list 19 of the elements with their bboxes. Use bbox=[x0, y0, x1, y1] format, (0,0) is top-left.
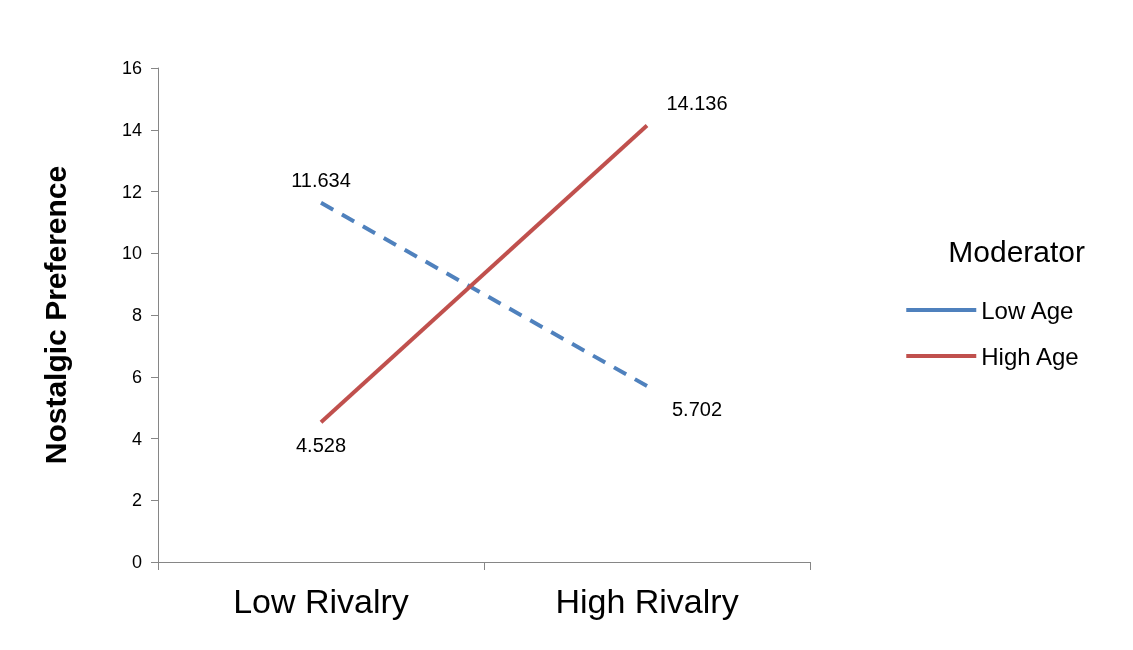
y-tick-label: 10 bbox=[121, 243, 142, 264]
y-tick-label: 0 bbox=[131, 552, 142, 572]
y-tick-label: 8 bbox=[131, 305, 142, 325]
y-axis-title: Nostalgic Preference bbox=[38, 165, 72, 465]
data-label: 4.528 bbox=[295, 434, 347, 457]
y-tick-label: 2 bbox=[131, 490, 142, 511]
y-tick-label: 12 bbox=[121, 181, 142, 202]
y-tick-label: 14 bbox=[121, 119, 142, 140]
data-label: 11.634 bbox=[291, 168, 351, 191]
y-tick-label: 4 bbox=[131, 428, 142, 449]
legend-label: High Age bbox=[981, 342, 1079, 370]
data-label: 14.136 bbox=[666, 91, 728, 114]
y-tick-label: 16 bbox=[121, 58, 142, 78]
x-tick-label: High Rivalry bbox=[555, 582, 739, 620]
data-label: 5.702 bbox=[671, 397, 723, 420]
legend-title: Moderator bbox=[948, 234, 1086, 268]
legend-label: Low Age bbox=[981, 296, 1074, 324]
y-tick-label: 6 bbox=[131, 366, 142, 387]
x-tick-label: Low Rivalry bbox=[233, 582, 409, 620]
